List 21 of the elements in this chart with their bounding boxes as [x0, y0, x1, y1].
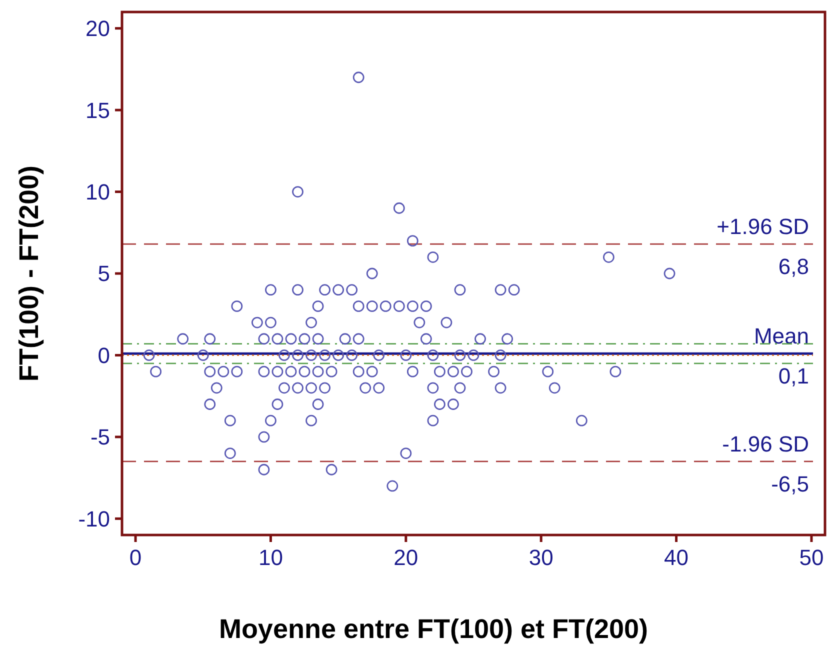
y-tick-label: 5 [98, 261, 110, 286]
y-tick-label: 15 [86, 98, 110, 123]
ref-line-label: Mean [754, 324, 809, 349]
annotation: -6,5 [771, 471, 809, 496]
ref-line-label: +1.96 SD [716, 214, 809, 240]
y-tick-label: -10 [78, 506, 110, 532]
x-tick-label: 20 [394, 545, 418, 570]
y-axis-title: FT(100) - FT(200) [14, 165, 44, 382]
x-tick-label: 30 [528, 545, 554, 570]
ref-line-label: -1.96 SD [722, 431, 809, 456]
annotation: 6,8 [778, 254, 809, 280]
y-tick-label: 0 [98, 342, 110, 368]
y-tick-label: 20 [86, 16, 110, 42]
x-axis-title: Moyenne entre FT(100) et FT(200) [218, 614, 648, 644]
x-tick-label: 50 [799, 545, 824, 570]
annotation: 0,1 [778, 364, 809, 389]
x-tick-label: 40 [664, 545, 689, 570]
y-tick-label: -5 [90, 424, 110, 450]
x-tick-label: 0 [129, 545, 142, 570]
y-tick-label: 10 [86, 179, 110, 204]
x-tick-label: 10 [258, 545, 283, 570]
